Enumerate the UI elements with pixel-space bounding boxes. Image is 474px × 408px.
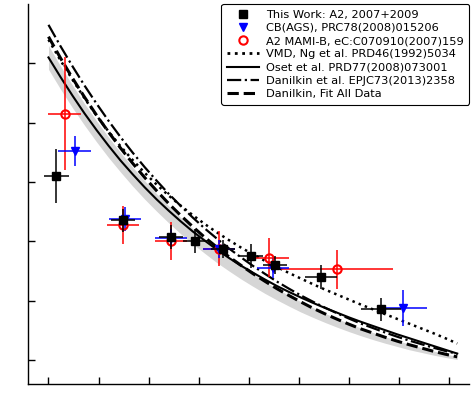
Legend: This Work: A2, 2007+2009, CB(AGS), PRC78(2008)015206, A2 MAMI-B, eC:C070910(2007: This Work: A2, 2007+2009, CB(AGS), PRC78… bbox=[221, 4, 469, 104]
